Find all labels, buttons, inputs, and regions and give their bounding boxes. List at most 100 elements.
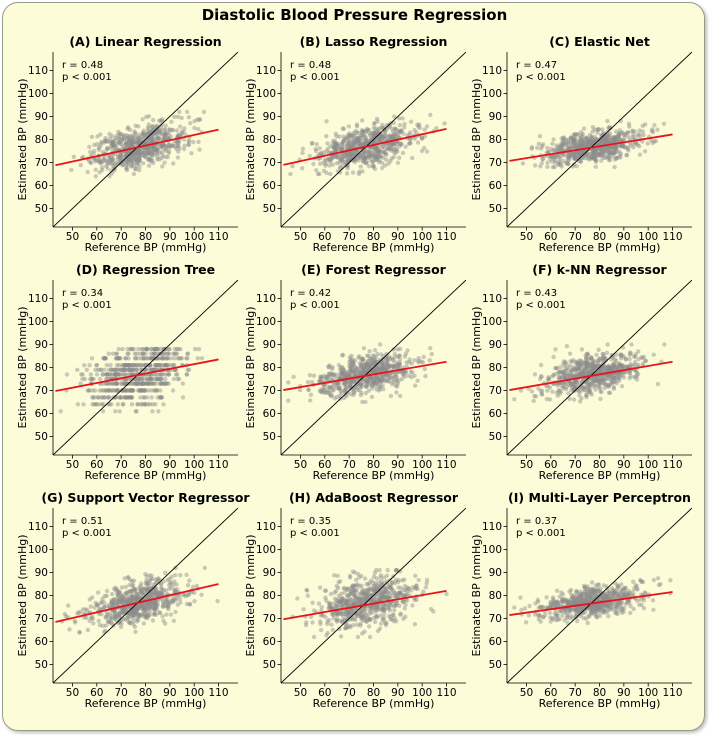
data-point	[567, 151, 572, 157]
data-point	[586, 151, 591, 156]
data-point	[569, 143, 574, 148]
data-point	[652, 123, 657, 128]
data-point	[615, 143, 620, 149]
data-point	[532, 372, 538, 377]
data-point	[150, 144, 155, 149]
data-point	[336, 141, 341, 147]
data-point	[339, 154, 345, 159]
data-point	[594, 158, 599, 163]
data-point	[379, 133, 384, 139]
data-point	[153, 150, 158, 156]
data-point	[118, 395, 123, 400]
data-point	[147, 603, 152, 609]
data-point	[378, 153, 383, 158]
data-point	[545, 164, 550, 169]
data-point	[166, 351, 171, 356]
data-point	[164, 381, 169, 386]
data-point	[166, 130, 172, 135]
data-point	[93, 174, 99, 179]
y-tick-label: 80	[263, 134, 276, 146]
data-point	[412, 373, 417, 378]
panel-title: (A) Linear Regression	[69, 34, 221, 49]
data-point	[573, 142, 578, 148]
data-point	[357, 139, 362, 144]
data-point	[571, 154, 577, 159]
data-point	[157, 363, 162, 368]
data-point	[134, 367, 139, 372]
data-point	[606, 390, 611, 395]
data-point	[114, 381, 120, 386]
data-point	[379, 149, 384, 155]
data-point	[133, 123, 138, 128]
data-point	[598, 146, 603, 151]
data-point	[388, 142, 393, 148]
data-point	[606, 155, 611, 160]
data-point	[605, 147, 610, 153]
data-point	[172, 114, 177, 120]
x-tick-label: 80	[367, 231, 380, 243]
data-point	[392, 114, 397, 119]
data-point	[135, 356, 141, 361]
data-point	[626, 121, 632, 127]
data-point	[80, 372, 85, 377]
data-point	[109, 367, 114, 372]
data-point	[107, 155, 112, 161]
data-point	[592, 154, 597, 159]
data-point	[126, 141, 131, 146]
data-point	[346, 142, 351, 147]
data-point	[629, 342, 634, 347]
data-point	[341, 138, 347, 144]
data-point	[374, 157, 379, 162]
data-point	[564, 161, 570, 166]
data-point	[156, 376, 161, 382]
data-point	[397, 144, 402, 149]
data-point	[141, 161, 146, 166]
x-tick-label: 100	[184, 231, 204, 243]
data-point	[591, 150, 596, 155]
data-point	[344, 157, 350, 162]
data-point	[98, 367, 104, 372]
data-point	[383, 151, 388, 156]
data-point	[363, 137, 369, 142]
data-point	[145, 150, 150, 155]
data-point	[94, 363, 99, 368]
data-point	[171, 363, 176, 368]
data-point	[367, 349, 372, 354]
data-point	[375, 139, 381, 144]
data-point	[150, 139, 155, 144]
data-point	[376, 136, 381, 141]
data-point	[615, 134, 620, 139]
data-point	[375, 144, 381, 149]
data-point	[134, 140, 139, 145]
data-point	[178, 133, 183, 138]
data-point	[374, 148, 380, 154]
data-point	[91, 395, 96, 400]
x-axis-label: Reference BP (mmHg)	[85, 697, 207, 710]
data-point	[567, 157, 572, 163]
data-point	[635, 133, 640, 138]
data-point	[137, 167, 142, 173]
data-point	[563, 366, 568, 372]
data-point	[110, 157, 115, 163]
data-point	[106, 351, 112, 356]
data-point	[121, 158, 127, 164]
data-point	[390, 147, 395, 152]
data-point	[591, 150, 596, 155]
data-point	[123, 388, 128, 393]
data-point	[598, 396, 603, 402]
data-point	[114, 372, 119, 377]
data-point	[158, 129, 163, 135]
data-point	[104, 158, 109, 164]
data-point	[114, 381, 120, 386]
data-point	[134, 149, 140, 154]
data-point	[367, 153, 372, 159]
data-point	[157, 136, 162, 142]
identity-line	[507, 52, 692, 227]
data-point	[605, 139, 610, 144]
data-point	[309, 379, 315, 385]
data-point	[158, 363, 164, 368]
data-point	[126, 125, 131, 130]
data-point	[166, 150, 171, 156]
data-point	[160, 142, 166, 148]
data-point	[392, 351, 397, 357]
